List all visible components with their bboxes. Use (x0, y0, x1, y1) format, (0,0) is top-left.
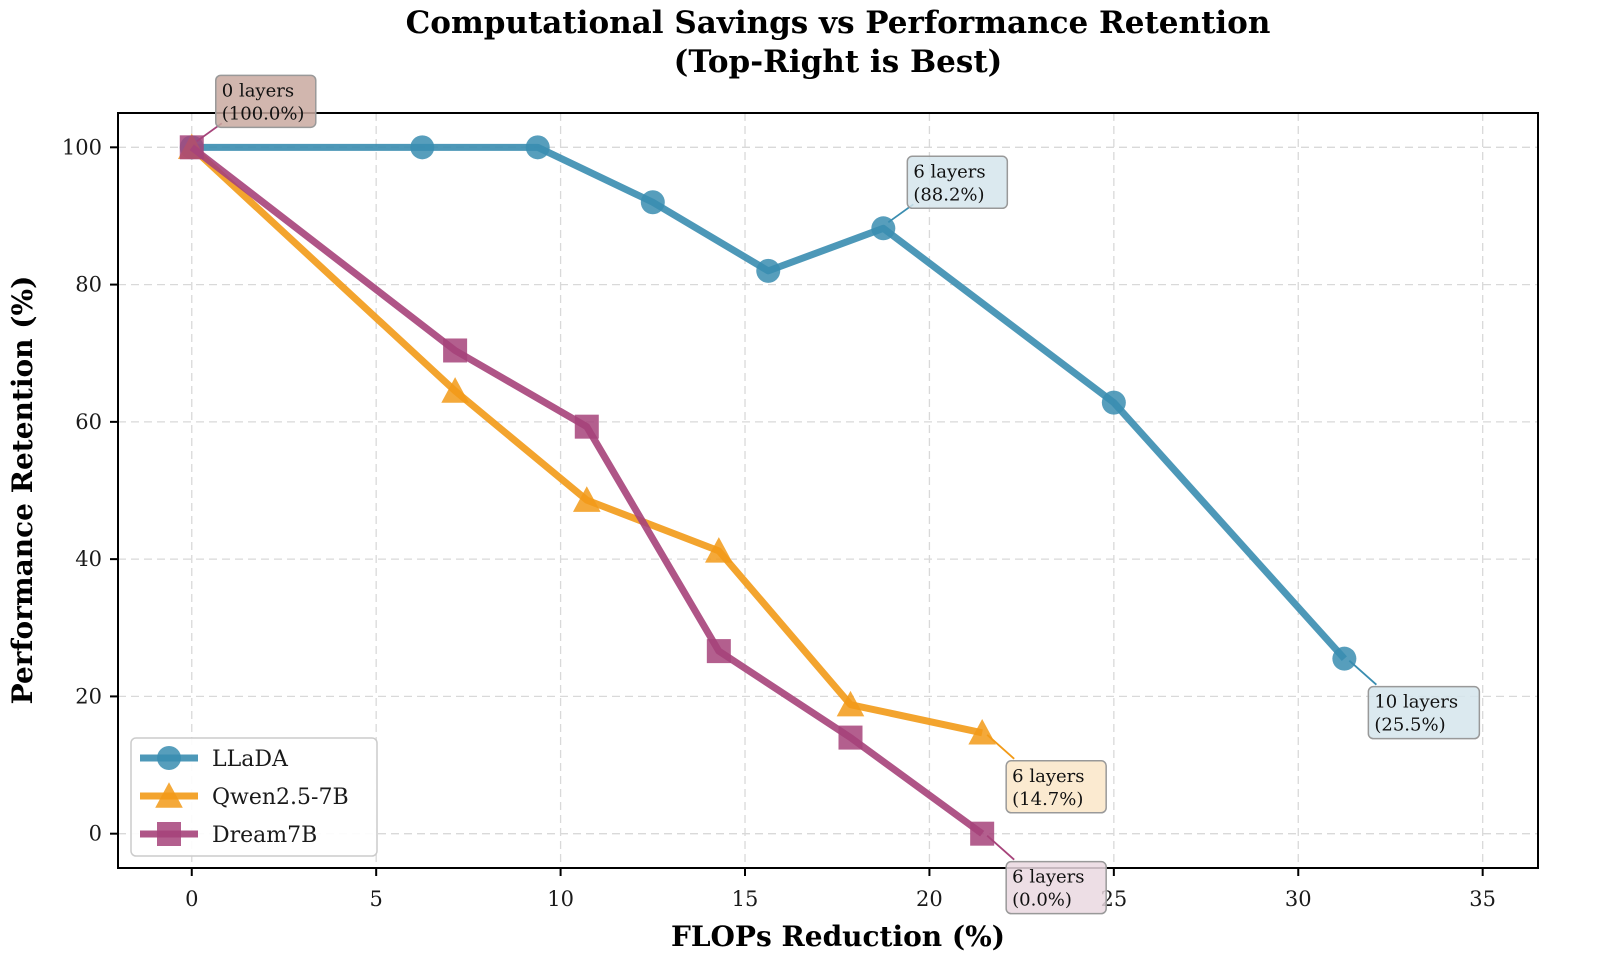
y-axis-label: Performance Retention (%) (6, 276, 39, 705)
annotation: 6 layers(88.2%) (887, 155, 1009, 224)
data-point (1101, 390, 1126, 415)
x-tick-label: 20 (916, 887, 943, 911)
annotation-line2: (25.5%) (1374, 715, 1445, 736)
annotation-arrow (1348, 659, 1377, 686)
annotation-line2: (88.2%) (913, 184, 984, 205)
annotations: 0 layers(100.0%)6 layers(88.2%)10 layers… (196, 74, 1481, 915)
legend-label: Dream7B (212, 823, 317, 848)
data-point (968, 718, 996, 745)
data-point (756, 258, 781, 283)
data-point (836, 690, 865, 717)
annotation-line2: (14.7%) (1012, 789, 1083, 810)
series-layer (177, 133, 1357, 846)
legend: LLaDA Qwen2.5-7B Dream7B (130, 737, 378, 857)
annotation: 0 layers(100.0%) (196, 74, 317, 143)
data-point (443, 338, 468, 363)
series-line (189, 144, 983, 737)
data-point (970, 821, 995, 846)
data-point (640, 190, 665, 215)
legend-item: Dream7B (140, 822, 317, 848)
annotation-line1: 0 layers (222, 80, 294, 101)
series-qwen2-5-7b (177, 133, 996, 745)
annotation-line1: 10 layers (1374, 692, 1458, 713)
data-point (1332, 646, 1357, 671)
legend-label: Qwen2.5-7B (212, 785, 349, 810)
legend-marker (155, 782, 183, 808)
legend-item: Qwen2.5-7B (140, 782, 349, 810)
x-axis-label: FLOPs Reduction (%) (671, 920, 1005, 953)
x-tick-label: 0 (185, 887, 198, 911)
legend-marker (157, 746, 181, 770)
x-tick-label: 35 (1469, 887, 1496, 911)
x-tick-label: 30 (1285, 887, 1312, 911)
data-point (838, 725, 863, 750)
data-point (410, 135, 435, 160)
y-tick-label: 100 (62, 135, 102, 159)
annotation-line1: 6 layers (1012, 766, 1084, 787)
data-point (441, 377, 469, 403)
x-tick-label: 15 (732, 887, 759, 911)
chart-title: Computational Savings vs Performance Ret… (406, 5, 1271, 41)
data-point (574, 414, 599, 439)
annotation-line1: 6 layers (1012, 867, 1084, 888)
annotation-box (1005, 760, 1107, 814)
y-tick-label: 60 (75, 410, 102, 434)
annotation: 10 layers(25.5%) (1348, 659, 1481, 740)
data-point (525, 135, 550, 160)
legend-item: LLaDA (140, 746, 289, 772)
annotation-arrow (986, 734, 1015, 760)
annotation-box (1005, 860, 1107, 915)
annotation-line2: (0.0%) (1012, 890, 1072, 911)
plot-frame (117, 112, 1539, 869)
annotation-box (1367, 685, 1481, 740)
legend-label: LLaDA (212, 747, 289, 772)
x-tick-label: 5 (369, 887, 382, 911)
data-point (705, 537, 733, 563)
y-tick-label: 40 (75, 547, 102, 571)
y-tick-label: 0 (89, 822, 102, 846)
series-line (189, 144, 985, 837)
series-line (191, 143, 1347, 662)
annotation-box (215, 74, 317, 129)
annotation-box (906, 155, 1009, 210)
x-tick-label: 10 (547, 887, 574, 911)
annotation: 6 layers(14.7%) (986, 734, 1107, 814)
chart-subtitle: (Top-Right is Best) (674, 44, 1003, 80)
annotation-line1: 6 layers (913, 161, 985, 182)
annotation-line2: (100.0%) (222, 103, 305, 124)
series-dream7b (179, 135, 995, 846)
annotation-arrow (986, 835, 1015, 861)
y-tick-label: 20 (75, 684, 102, 708)
annotation: 6 layers(0.0%) (986, 835, 1107, 915)
data-point (572, 486, 601, 512)
legend-box (130, 737, 378, 857)
data-point (706, 639, 731, 664)
y-tick-label: 80 (75, 273, 102, 297)
legend-marker (157, 822, 181, 846)
